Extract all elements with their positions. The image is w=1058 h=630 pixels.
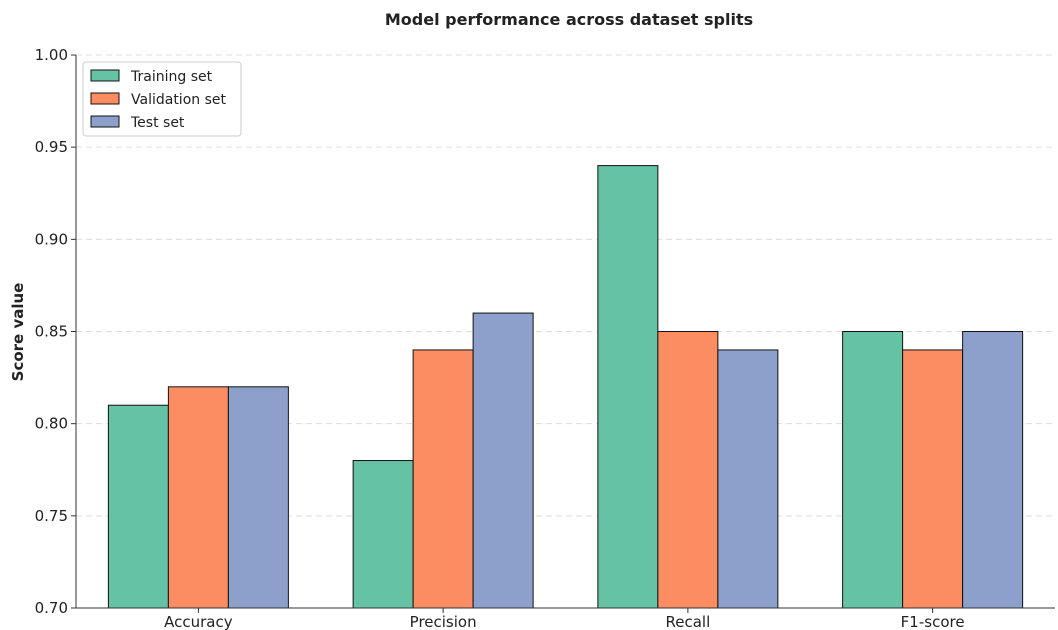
bar-validation-set-recall	[657, 331, 719, 609]
legend-swatch	[90, 69, 120, 82]
chart-title: Model performance across dataset splits	[385, 10, 753, 29]
bars	[107, 165, 1024, 609]
legend-label: Validation set	[131, 92, 226, 108]
bar-test-set-f1-score	[962, 331, 1024, 609]
bar-test-set-accuracy	[227, 386, 289, 609]
y-tick-label: 0.75	[35, 507, 68, 525]
bar-test-set-precision	[472, 312, 534, 609]
bar-training-set-recall	[597, 165, 659, 609]
bar-validation-set-precision	[412, 349, 474, 609]
y-tick-label: 0.95	[35, 138, 68, 156]
y-axis-label: Score value	[9, 283, 27, 382]
legend-label: Test set	[130, 115, 185, 131]
bar-training-set-accuracy	[107, 404, 169, 609]
bar-training-set-precision	[352, 460, 414, 609]
y-tick-label: 0.80	[35, 415, 68, 433]
tick-labels: 0.70 0.75 0.80 0.85 0.90 0.95 1.00 Accuracy Prec…	[35, 46, 965, 630]
y-tick-label: 0.90	[35, 230, 68, 248]
legend-label: Training set	[130, 69, 213, 85]
bar-validation-set-f1-score	[902, 349, 964, 609]
bar-validation-set-accuracy	[167, 386, 229, 609]
bar-test-set-recall	[717, 349, 779, 609]
legend-box	[82, 61, 242, 137]
legend-swatch	[90, 92, 120, 105]
x-tick-label: Precision	[410, 613, 477, 630]
bar-training-set-f1-score	[842, 331, 904, 609]
y-tick-label: 0.85	[35, 323, 68, 341]
x-tick-label: Recall	[665, 613, 710, 630]
legend-swatch	[90, 115, 120, 128]
axes	[71, 54, 1055, 613]
x-tick-label: F1-score	[901, 613, 965, 630]
y-tick-label: 0.70	[35, 599, 68, 617]
x-tick-label: Accuracy	[164, 613, 233, 630]
y-tick-label: 1.00	[35, 46, 68, 64]
legend: Training set Validation set Test set	[82, 61, 242, 137]
